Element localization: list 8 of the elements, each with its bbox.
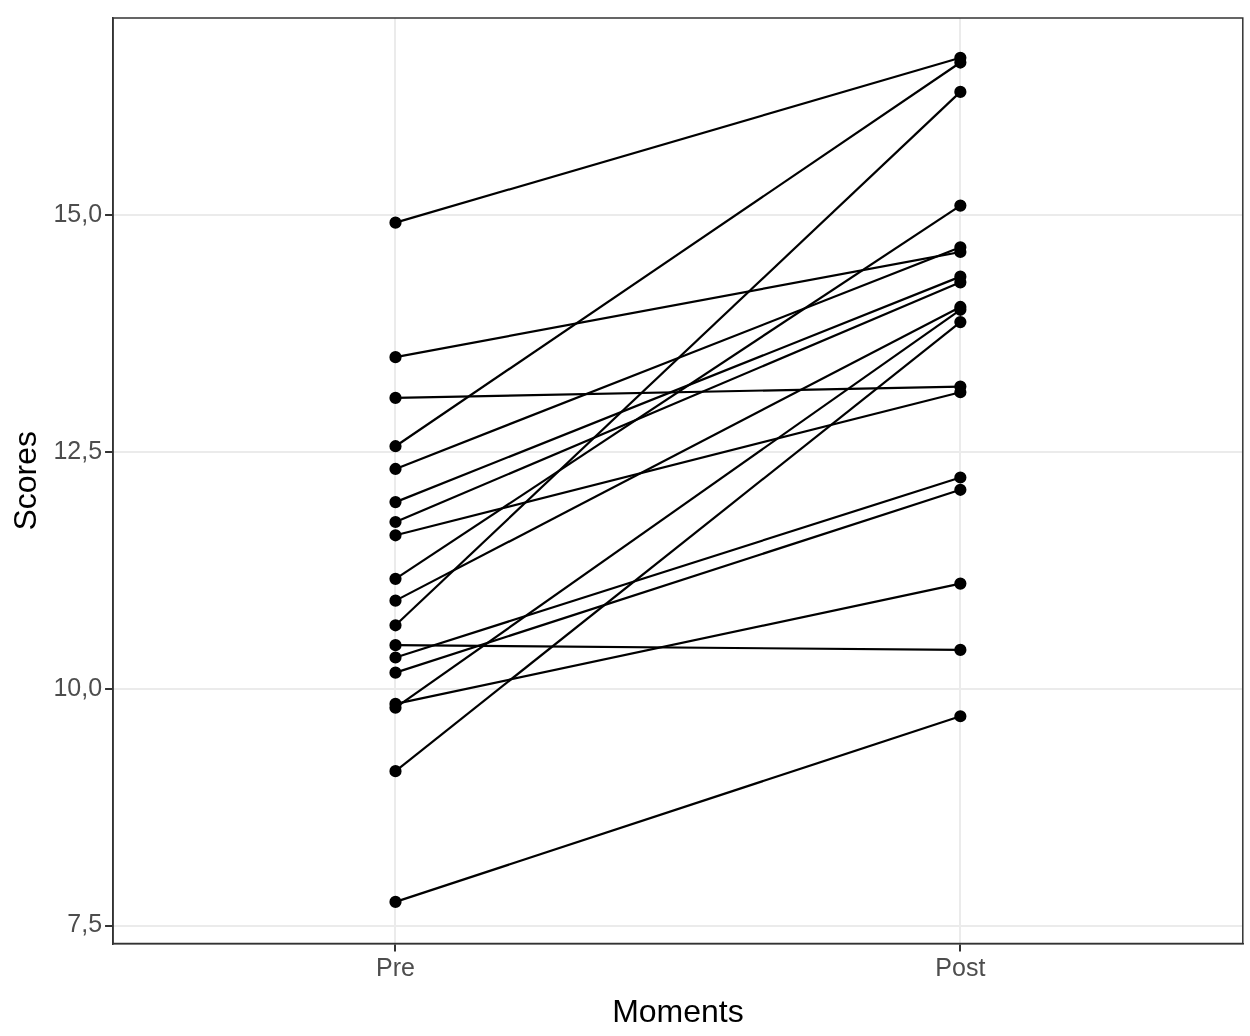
y-tick-label: 7,5 [67,909,103,938]
y-tick-label: 10,0 [53,672,103,701]
x-tick-label: Post [935,953,986,982]
y-tick-label: 12,5 [53,435,103,464]
y-tick-label: 15,0 [53,198,103,227]
y-axis-title: Scores [7,431,44,531]
x-tick-label: Pre [376,953,415,982]
x-axis-title: Moments [612,992,744,1029]
